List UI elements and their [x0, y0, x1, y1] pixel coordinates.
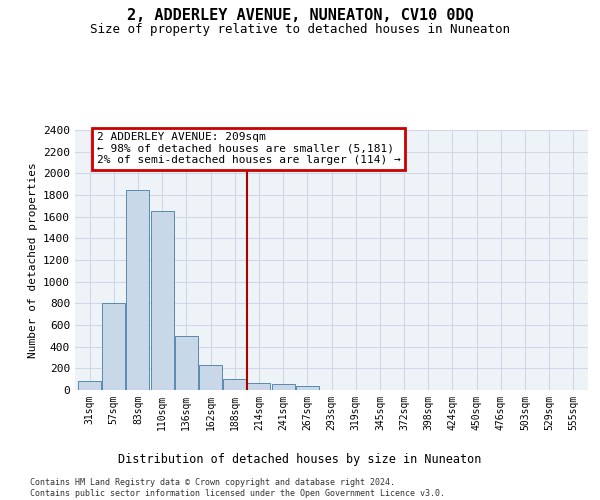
- Bar: [78, 382, 101, 390]
- Text: Size of property relative to detached houses in Nuneaton: Size of property relative to detached ho…: [90, 24, 510, 36]
- Text: Distribution of detached houses by size in Nuneaton: Distribution of detached houses by size …: [118, 452, 482, 466]
- Bar: [247, 383, 271, 390]
- Text: 2 ADDERLEY AVENUE: 209sqm
← 98% of detached houses are smaller (5,181)
2% of sem: 2 ADDERLEY AVENUE: 209sqm ← 98% of detac…: [97, 132, 401, 166]
- Bar: [151, 211, 173, 390]
- Y-axis label: Number of detached properties: Number of detached properties: [28, 162, 38, 358]
- Bar: [175, 336, 198, 390]
- Bar: [272, 384, 295, 390]
- Bar: [102, 304, 125, 390]
- Bar: [223, 379, 246, 390]
- Text: Contains HM Land Registry data © Crown copyright and database right 2024.
Contai: Contains HM Land Registry data © Crown c…: [30, 478, 445, 498]
- Bar: [296, 386, 319, 390]
- Bar: [199, 365, 222, 390]
- Bar: [127, 190, 149, 390]
- Text: 2, ADDERLEY AVENUE, NUNEATON, CV10 0DQ: 2, ADDERLEY AVENUE, NUNEATON, CV10 0DQ: [127, 8, 473, 22]
